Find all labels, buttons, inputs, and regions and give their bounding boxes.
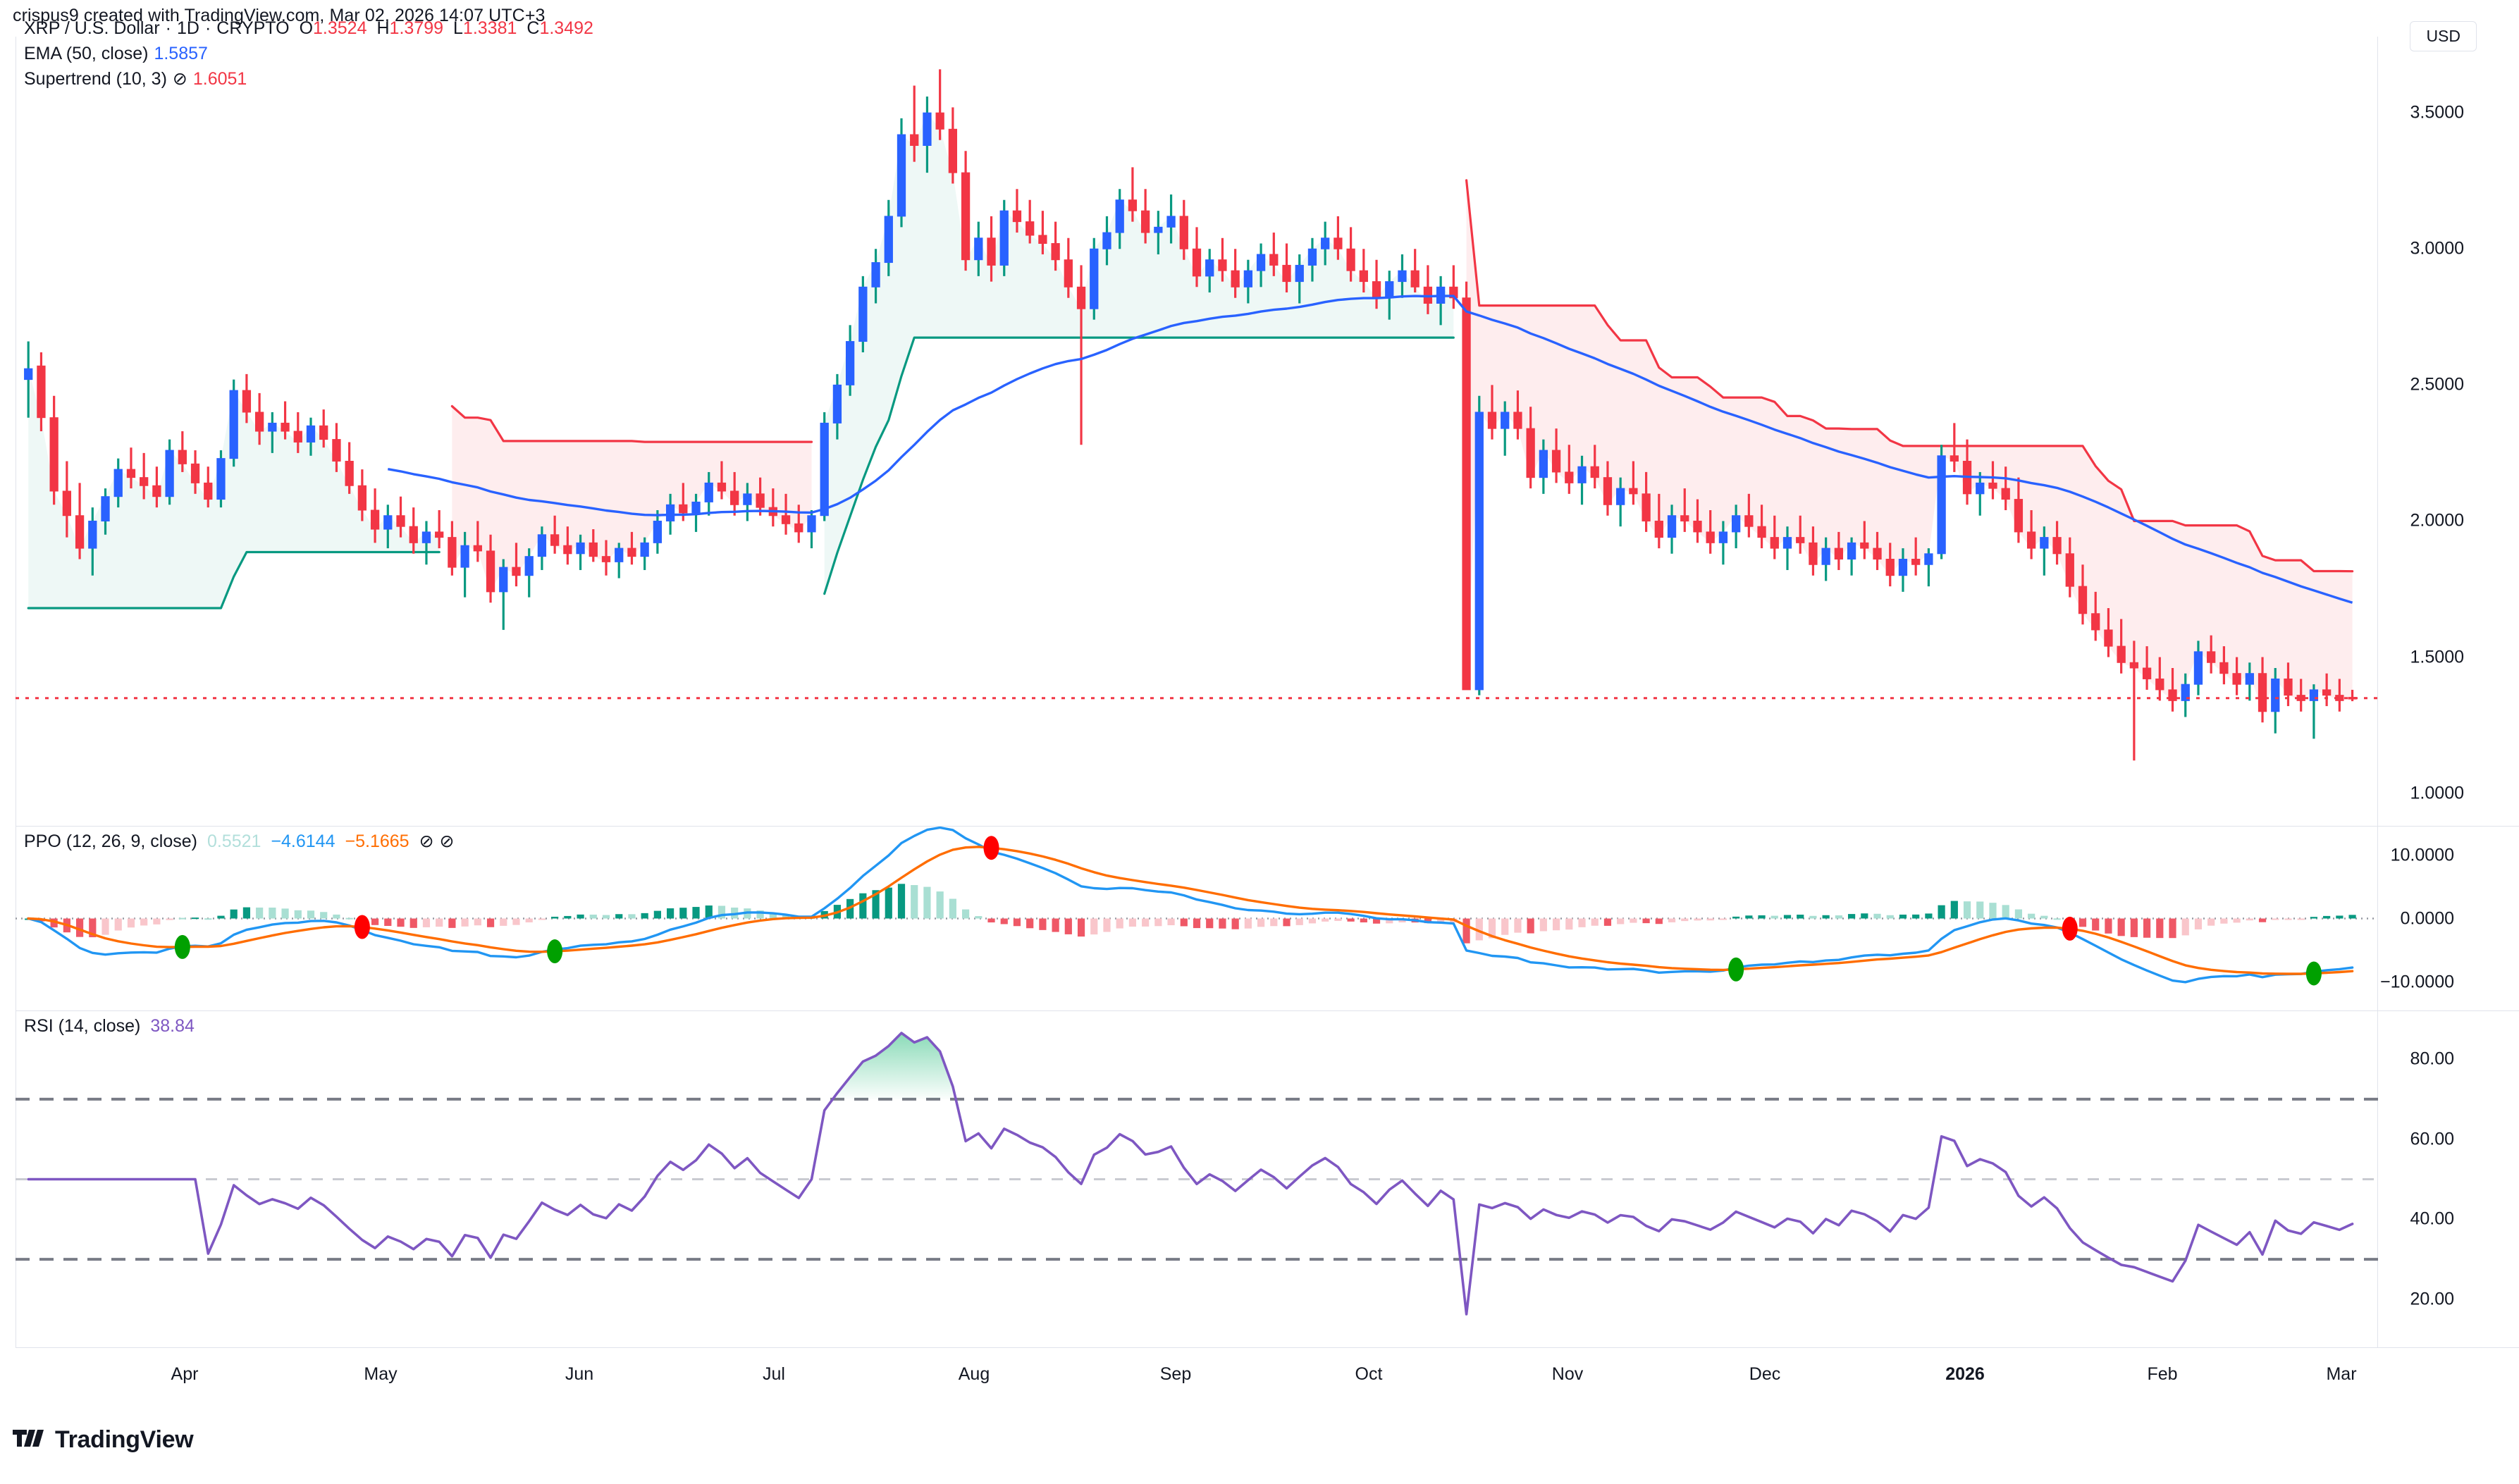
bullish-crossover-marker — [1728, 957, 1744, 982]
rsi-axis-label: 20.00 — [2410, 1289, 2454, 1309]
time-axis-label: Jul — [763, 1364, 785, 1384]
bullish-crossover-marker — [2305, 961, 2322, 986]
ppo-axis-label: −10.0000 — [2380, 972, 2454, 991]
price-axis-label: 1.5000 — [2410, 647, 2464, 667]
price-chart-canvas[interactable] — [0, 37, 2519, 826]
rsi-axis-label: 40.00 — [2410, 1208, 2454, 1229]
ppo-axis-label: 10.0000 — [2390, 845, 2454, 865]
rsi-axis-label: 60.00 — [2410, 1129, 2454, 1149]
time-axis-label: Feb — [2147, 1364, 2178, 1384]
rsi-overbought-fill — [837, 1033, 953, 1099]
ppo-chart-canvas[interactable] — [0, 827, 2519, 1010]
ppo-pane[interactable]: PPO (12, 26, 9, close) 0.5521 −4.6144 −5.16… — [0, 827, 2519, 1010]
ema-line — [388, 295, 2353, 604]
time-axis-label: Apr — [171, 1364, 199, 1384]
ohlc-close-value: 1.3492 — [539, 18, 593, 38]
time-axis-label: Aug — [958, 1364, 990, 1384]
price-axis-label: 3.5000 — [2410, 102, 2464, 123]
footer-branding[interactable]: TradingView — [13, 1426, 194, 1454]
time-axis-label: Nov — [1551, 1364, 1584, 1384]
rsi-pane[interactable]: RSI (14, close) 38.84 80.00 60.00 40.00 2… — [0, 1011, 2519, 1347]
rsi-axis[interactable]: 80.00 60.00 40.00 20.00 — [2378, 1011, 2519, 1347]
bullish-crossover-marker — [174, 934, 190, 959]
attribution-text: crispus9 created with TradingView.com, M… — [13, 6, 546, 25]
tradingview-wordmark: TradingView — [55, 1426, 194, 1453]
ppo-crossover-markers — [174, 836, 2322, 986]
price-axis-label: 3.0000 — [2410, 238, 2464, 259]
candlesticks — [24, 69, 2357, 761]
tradingview-logo-icon — [13, 1429, 44, 1447]
price-axis-separator — [2377, 37, 2378, 1347]
ppo-axis-label: 0.0000 — [2400, 908, 2454, 928]
bullish-crossover-marker — [547, 939, 563, 964]
time-axis-label: Jun — [565, 1364, 594, 1384]
time-axis-label: 2026 — [1945, 1364, 1985, 1384]
pane-separator-rsi — [16, 1010, 2519, 1011]
time-axis-label: May — [364, 1364, 398, 1384]
time-axis-label: Mar — [2326, 1364, 2357, 1384]
time-axis-label: Sep — [1159, 1364, 1192, 1384]
currency-badge[interactable]: USD — [2410, 21, 2477, 51]
rsi-axis-label: 80.00 — [2410, 1049, 2454, 1069]
price-axis[interactable]: USD 3.5000 3.0000 2.5000 2.0000 1.5000 1… — [2378, 21, 2519, 826]
rsi-chart-canvas[interactable] — [0, 1011, 2519, 1347]
price-axis-label: 2.0000 — [2410, 510, 2464, 531]
ppo-axis[interactable]: 10.0000 0.0000 −10.0000 — [2378, 827, 2519, 1010]
price-axis-label: 2.5000 — [2410, 374, 2464, 395]
time-axis-label: Oct — [1355, 1364, 1383, 1384]
time-axis-rule — [16, 1347, 2519, 1348]
price-pane[interactable]: XRP / U.S. Dollar · 1D · CRYPTO O1.3524 H1.379… — [0, 18, 2519, 826]
bearish-crossover-marker — [2062, 916, 2078, 941]
ppo-histogram — [25, 884, 2356, 944]
price-axis-label: 1.0000 — [2410, 783, 2464, 803]
time-axis-label: Dec — [1749, 1364, 1781, 1384]
time-axis[interactable]: Apr May Jun Jul Aug Sep Oct Nov Dec 2026 Feb Mar — [0, 1347, 2519, 1404]
pane-separator-ppo — [16, 826, 2519, 827]
bearish-crossover-marker — [983, 836, 999, 860]
chart-frame[interactable]: XRP / U.S. Dollar · 1D · CRYPTO O1.3524 H1.379… — [0, 18, 2519, 1347]
rsi-line — [27, 1032, 2354, 1316]
ppo-line — [27, 827, 2354, 984]
ppo-signal-line — [27, 846, 2354, 975]
bearish-crossover-marker — [354, 915, 370, 939]
